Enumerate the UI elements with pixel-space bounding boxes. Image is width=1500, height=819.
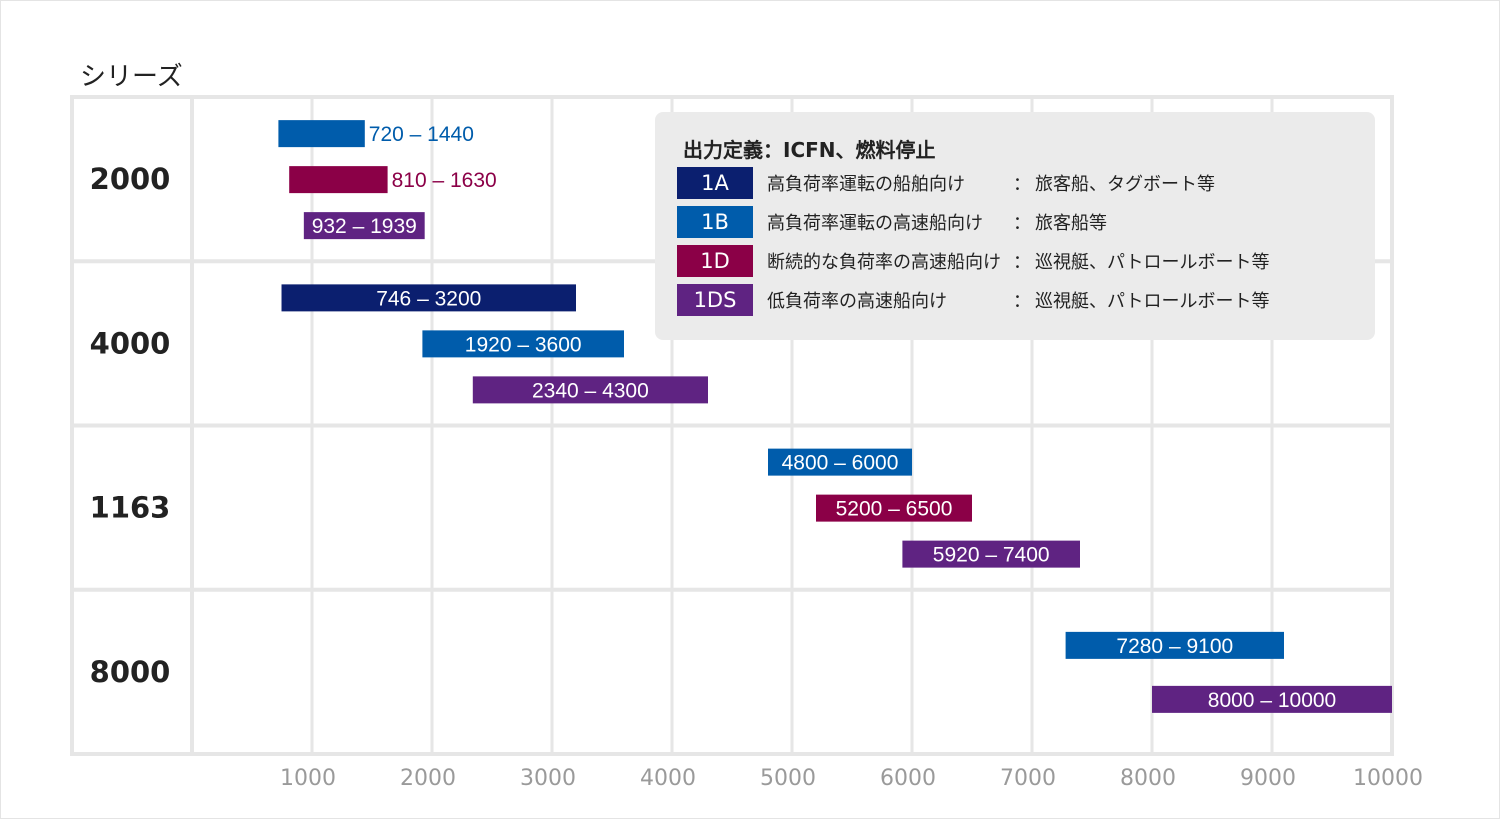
legend-colon: ： [1013, 252, 1031, 273]
bar-label: 810 – 1630 [392, 169, 497, 192]
bar-label: 1920 – 3600 [465, 333, 582, 356]
legend-item-1b: 1B 高負荷率運転の高速船向け ：旅客船等 [677, 206, 1107, 238]
bar-label: 746 – 3200 [376, 287, 481, 310]
legend-example: 巡視艇、パトロールボート等 [1035, 291, 1270, 312]
x-tick-label: 8000 [1120, 766, 1176, 791]
x-tick-label: 4000 [640, 766, 696, 791]
legend-item-1d: 1D 断続的な負荷率の高速船向け ：巡視艇、パトロールボート等 [677, 245, 1270, 277]
legend-description: 高負荷率運転の高速船向け [767, 213, 983, 234]
legend-colon: ： [1013, 174, 1031, 195]
legend-item-1ds: 1DS 低負荷率の高速船向け ：巡視艇、パトロールボート等 [677, 284, 1270, 316]
legend-example: 巡視艇、パトロールボート等 [1035, 252, 1270, 273]
range-bar-1b [422, 330, 624, 358]
legend-swatch: 1A [677, 167, 753, 199]
x-tick-label: 1000 [280, 766, 336, 791]
range-bar-1ds [902, 540, 1080, 568]
x-tick-label: 10000 [1353, 766, 1423, 791]
bar-label: 5200 – 6500 [836, 498, 953, 521]
legend-description: 断続的な負荷率の高速船向け [767, 252, 1001, 273]
x-tick-label: 6000 [880, 766, 936, 791]
x-tick-label: 9000 [1240, 766, 1296, 791]
bar-label: 4800 – 6000 [782, 452, 899, 475]
y-category-label: 8000 [90, 655, 171, 689]
range-bar-1d [816, 494, 972, 522]
range-bar-1b [1065, 631, 1284, 659]
range-bar-1a [281, 284, 576, 312]
x-tick-label: 5000 [760, 766, 816, 791]
bar-label: 8000 – 10000 [1208, 689, 1336, 712]
y-category-label: 1163 [90, 491, 171, 525]
x-tick-label: 7000 [1000, 766, 1056, 791]
range-bar-1ds [472, 376, 708, 404]
legend-example: 旅客船等 [1035, 213, 1107, 234]
y-category-label: 2000 [90, 162, 171, 196]
legend-description: 低負荷率の高速船向け [767, 291, 947, 312]
range-bar-1b [768, 448, 912, 476]
legend-item-1a: 1A 高負荷率運転の船舶向け ：旅客船、タグボート等 [677, 167, 1215, 199]
x-tick-label: 2000 [400, 766, 456, 791]
legend-example: 旅客船、タグボート等 [1035, 174, 1215, 195]
y-axis-title: シリーズ [80, 62, 183, 92]
range-bar-1b [278, 120, 365, 148]
bar-label: 2340 – 4300 [532, 379, 649, 402]
legend-swatch: 1B [677, 206, 753, 238]
bar-label: 720 – 1440 [369, 123, 474, 146]
range-bar-1ds [303, 212, 425, 240]
legend: 出力定義：ICFN、燃料停止 1A 高負荷率運転の船舶向け：旅客船、タグボート等 1… [655, 112, 1375, 340]
y-category-label: 4000 [90, 326, 171, 360]
range-bar-1ds [1152, 685, 1392, 713]
legend-swatch: 1DS [677, 284, 753, 316]
legend-swatch: 1D [677, 245, 753, 277]
range-bar-1d [289, 166, 388, 194]
legend-title: 出力定義：ICFN、燃料停止 [683, 138, 936, 162]
bar-label: 7280 – 9100 [1116, 635, 1233, 658]
bar-label: 932 – 1939 [312, 215, 417, 238]
legend-colon: ： [1013, 213, 1031, 234]
legend-description: 高負荷率運転の船舶向け [767, 174, 965, 195]
bar-label: 5920 – 7400 [933, 544, 1050, 567]
x-tick-label: 3000 [520, 766, 576, 791]
legend-colon: ： [1013, 291, 1031, 312]
